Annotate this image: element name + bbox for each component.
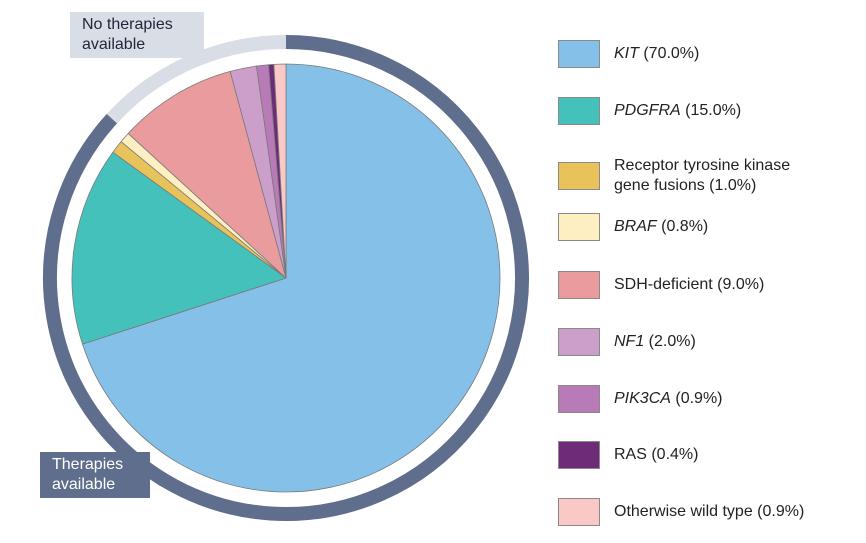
legend-swatch <box>558 271 600 299</box>
legend-swatch <box>558 213 600 241</box>
legend-value: (0.9%) <box>752 503 805 520</box>
legend-value: (15.0%) <box>680 102 742 119</box>
ring-segment-therapies-available <box>43 35 529 521</box>
legend-swatch <box>558 162 600 190</box>
legend-name: Receptor tyrosine kinase gene fusions <box>614 157 791 194</box>
legend-name: RAS <box>614 446 647 463</box>
legend-item-receptor-tyrosine-kinase-gene-fusions: Receptor tyrosine kinase gene fusions (1… <box>558 156 790 196</box>
legend-label: NF1 (2.0%) <box>614 332 696 352</box>
legend-name: KIT <box>614 45 639 62</box>
legend-item-otherwise-wild-type: Otherwise wild type (0.9%) <box>558 498 804 526</box>
legend-item-sdh-deficient: SDH-deficient (9.0%) <box>558 271 764 299</box>
legend-name: SDH-deficient <box>614 276 713 293</box>
legend-label: PIK3CA (0.9%) <box>614 389 723 409</box>
legend-item-kit: KIT (70.0%) <box>558 40 699 68</box>
legend-swatch <box>558 498 600 526</box>
legend-swatch <box>558 441 600 469</box>
legend-value: (0.8%) <box>656 218 709 235</box>
legend-value: (9.0%) <box>712 276 765 293</box>
legend-label: BRAF (0.8%) <box>614 217 708 237</box>
legend-label: KIT (70.0%) <box>614 44 699 64</box>
legend-swatch <box>558 328 600 356</box>
legend-item-ras: RAS (0.4%) <box>558 441 698 469</box>
legend-label: Receptor tyrosine kinase gene fusions (1… <box>614 156 790 196</box>
slice-otherwise-wild-type <box>273 63 287 279</box>
legend-swatch <box>558 385 600 413</box>
slice-kit <box>82 63 501 493</box>
legend-value: (1.0%) <box>704 177 757 194</box>
slice-sdh-deficient <box>127 71 287 279</box>
legend-name: PIK3CA <box>614 390 671 407</box>
legend-item-pik3ca: PIK3CA (0.9%) <box>558 385 723 413</box>
therapy-ring <box>43 35 529 521</box>
pie-slices <box>71 63 501 493</box>
legend-swatch <box>558 97 600 125</box>
legend-name: NF1 <box>614 333 645 350</box>
legend-label: PDGFRA (15.0%) <box>614 101 741 121</box>
legend-name: PDGFRA <box>614 102 681 119</box>
ring-segment-no-therapies-available <box>106 35 287 124</box>
legend-item-nf1: NF1 (2.0%) <box>558 328 696 356</box>
legend-name: BRAF <box>614 218 657 235</box>
no-therapies-label: No therapies available <box>70 12 204 58</box>
legend-value: (70.0%) <box>638 45 700 62</box>
legend-label: RAS (0.4%) <box>614 445 698 465</box>
legend-item-braf: BRAF (0.8%) <box>558 213 708 241</box>
legend-value: (0.9%) <box>670 390 723 407</box>
legend-item-pdgfra: PDGFRA (15.0%) <box>558 97 741 125</box>
therapies-label: Therapies available <box>40 452 150 498</box>
legend-swatch <box>558 40 600 68</box>
legend-value: (2.0%) <box>644 333 696 350</box>
slice-pdgfra <box>71 151 287 345</box>
legend-name: Otherwise wild type <box>614 503 753 520</box>
legend-value: (0.4%) <box>646 446 699 463</box>
legend-label: SDH-deficient (9.0%) <box>614 275 764 295</box>
legend-label: Otherwise wild type (0.9%) <box>614 502 804 522</box>
